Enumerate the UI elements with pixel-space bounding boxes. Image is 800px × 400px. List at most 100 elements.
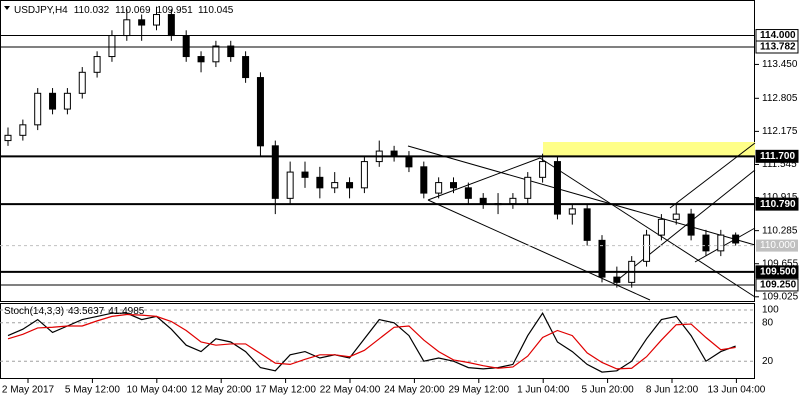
trendline — [619, 169, 756, 279]
candle-body — [420, 166, 428, 194]
candle-body — [197, 56, 205, 63]
level-label: 111.700 — [760, 151, 795, 162]
y-tick-label: 113.450 — [762, 59, 798, 70]
trendlines — [407, 142, 756, 301]
candle-body — [93, 56, 101, 73]
y-tick-label: 112.175 — [762, 126, 798, 137]
candle-body — [672, 213, 680, 220]
x-tick-label: 13 Jun 04:00 — [707, 385, 765, 396]
candle-body — [450, 182, 457, 189]
y-tick-label: 80 — [762, 317, 774, 328]
candle-body — [153, 14, 160, 26]
level-label: 109.500 — [760, 266, 797, 277]
y-tick-label: 100 — [762, 305, 779, 316]
candle-body — [539, 161, 547, 178]
x-tick-label: 2 May 2017 — [2, 385, 55, 396]
candle-body — [360, 161, 368, 189]
candle-body — [643, 234, 651, 262]
candle-body — [286, 171, 294, 199]
trendline — [407, 145, 756, 246]
current-price-label: 110.000 — [760, 240, 796, 251]
candle-body — [4, 134, 12, 142]
candle-body — [524, 176, 532, 199]
x-tick-label: 24 May 20:00 — [384, 385, 445, 396]
candle-body — [687, 213, 695, 236]
candle-body — [435, 182, 443, 194]
trendline — [694, 227, 756, 263]
candle-body — [138, 19, 146, 26]
stoch-title: Stoch(14,3,3) 43.5637 41.4985 — [4, 306, 145, 317]
stoch-line — [7, 313, 736, 370]
level-box — [755, 278, 799, 292]
y-tick-label: 109.025 — [762, 291, 799, 302]
level-label: 114.000 — [760, 30, 796, 41]
candle-body — [19, 124, 27, 136]
candle-body — [227, 45, 235, 58]
candle-body — [212, 45, 220, 63]
level-box — [755, 149, 799, 163]
candle-body — [123, 19, 131, 37]
y-tick-label: 112.805 — [762, 93, 798, 104]
trendline — [427, 157, 541, 201]
candle-body — [479, 197, 487, 205]
ohlc-value: 110.032 — [74, 5, 110, 16]
candle-body — [553, 161, 561, 215]
candle-body — [346, 182, 354, 189]
candle-body — [49, 92, 57, 110]
header: USDJPY,H4 110.032 110.069 109.951 110.045 — [14, 5, 234, 16]
trendline — [427, 199, 651, 301]
candle-body — [464, 187, 472, 199]
candle-body — [568, 208, 576, 215]
candle-body — [331, 182, 339, 189]
x-tick-label: 22 May 04:00 — [320, 385, 381, 396]
level-label: 113.782 — [760, 42, 796, 53]
candle-body — [271, 145, 279, 199]
candle-body — [182, 35, 190, 58]
candle-body — [167, 14, 175, 37]
ohlc-value: 110.069 — [115, 5, 151, 16]
candle-body — [34, 92, 42, 126]
candle-body — [301, 171, 309, 178]
ohlc-value: 109.951 — [157, 5, 194, 16]
candle-body — [732, 234, 740, 244]
candle-body — [78, 71, 86, 94]
candle-body — [598, 239, 606, 278]
symbol: USDJPY,H4 — [14, 5, 68, 16]
x-tick-label: 5 Jun 20:00 — [581, 385, 634, 396]
trendline — [539, 157, 756, 298]
y-tick-label: 111.545 — [762, 159, 797, 170]
candle-body — [63, 92, 71, 110]
x-tick-label: 5 May 12:00 — [65, 385, 120, 396]
y-tick-label: 110.285 — [762, 225, 798, 236]
level-label: 109.250 — [760, 280, 797, 291]
stoch-value: 43.5637 — [68, 306, 105, 317]
x-tick-label: 1 Jun 04:00 — [517, 385, 570, 396]
candle-body — [702, 234, 710, 252]
y-tick-label: 109.655 — [762, 258, 799, 269]
x-tick-label: 10 May 04:00 — [126, 385, 187, 396]
level-label: 110.790 — [760, 199, 796, 210]
level-box — [755, 265, 799, 279]
trendline — [669, 142, 756, 209]
candle-body — [717, 234, 725, 252]
candle-body — [509, 197, 517, 205]
stoch-value: 41.4985 — [108, 306, 145, 317]
stoch-name: Stoch(14,3,3) — [4, 306, 64, 317]
x-tick-label: 29 May 12:00 — [448, 385, 509, 396]
candle-body — [583, 208, 591, 241]
y-tick-label: 20 — [762, 356, 774, 367]
x-tick-label: 8 Jun 12:00 — [646, 385, 699, 396]
x-tick-label: 17 May 12:00 — [255, 385, 316, 396]
candle-body — [242, 56, 250, 79]
ohlc-value: 110.045 — [198, 5, 234, 16]
level-box — [755, 40, 799, 54]
stoch-pane — [0, 303, 755, 379]
candle-body — [316, 176, 324, 189]
candle-body — [108, 35, 116, 58]
candle-body — [256, 77, 264, 147]
current-price-box — [756, 239, 798, 252]
menu-icon — [4, 6, 10, 10]
x-tick-label: 12 May 20:00 — [191, 385, 252, 396]
